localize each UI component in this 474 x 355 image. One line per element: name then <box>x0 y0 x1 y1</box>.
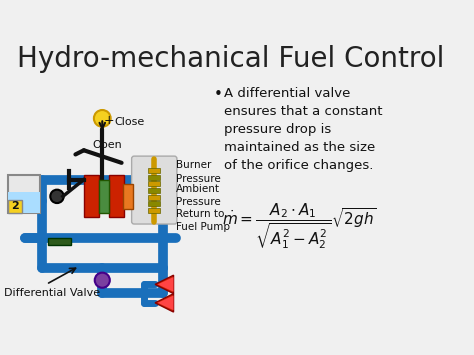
Text: +: + <box>104 114 115 127</box>
Bar <box>9 200 22 213</box>
Bar <box>148 188 160 193</box>
Text: Close: Close <box>115 117 145 127</box>
Circle shape <box>50 190 64 203</box>
Bar <box>148 208 160 213</box>
Text: Hydro-mechanical Fuel Control: Hydro-mechanical Fuel Control <box>17 45 444 73</box>
Bar <box>109 175 124 217</box>
Bar <box>148 195 160 200</box>
Text: Return to
Fuel Pump: Return to Fuel Pump <box>176 209 230 232</box>
Circle shape <box>95 273 110 288</box>
Bar <box>9 175 40 213</box>
Polygon shape <box>155 275 173 294</box>
Text: •: • <box>214 87 223 102</box>
Polygon shape <box>158 277 173 292</box>
FancyBboxPatch shape <box>132 156 177 224</box>
Bar <box>48 238 71 245</box>
Bar <box>148 175 160 180</box>
Bar <box>148 181 160 186</box>
Bar <box>99 180 109 213</box>
Text: $\dot{m} = \dfrac{A_2 \cdot A_1}{\sqrt{A_1^2 - A_2^2}}\sqrt{2gh}$: $\dot{m} = \dfrac{A_2 \cdot A_1}{\sqrt{A… <box>222 201 377 251</box>
Bar <box>9 192 40 213</box>
Bar <box>148 201 160 206</box>
Circle shape <box>94 110 110 127</box>
Text: Burner
Pressure: Burner Pressure <box>176 160 221 184</box>
Polygon shape <box>158 295 173 310</box>
Text: Ambient
Pressure: Ambient Pressure <box>176 184 221 207</box>
Polygon shape <box>155 294 173 312</box>
Bar <box>84 175 99 217</box>
Bar <box>123 184 133 209</box>
Text: A differential valve
ensures that a constant
pressure drop is
maintained as the : A differential valve ensures that a cons… <box>224 87 383 173</box>
Text: Differential Valve: Differential Valve <box>4 288 100 298</box>
Text: Open: Open <box>92 140 122 150</box>
Bar <box>148 168 160 173</box>
Text: 2: 2 <box>11 201 19 212</box>
